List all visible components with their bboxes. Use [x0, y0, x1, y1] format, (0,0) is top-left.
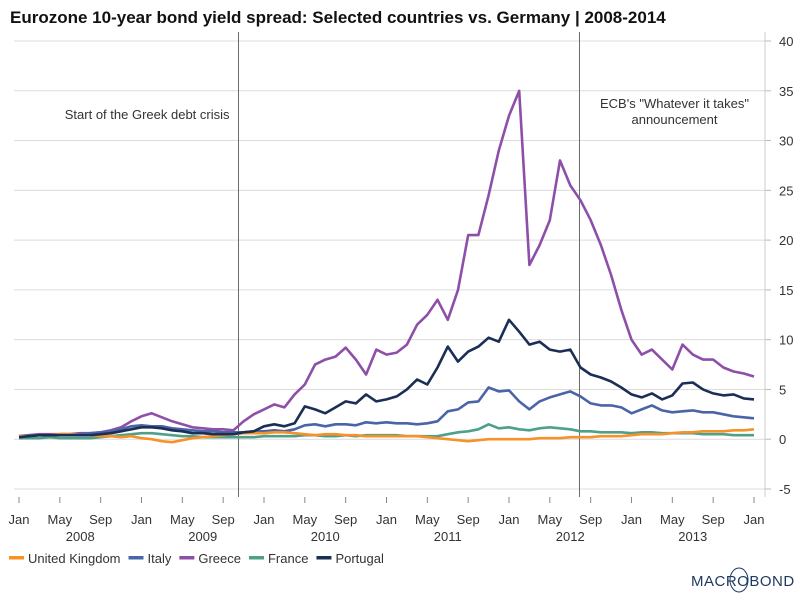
x-tick-label: Sep: [334, 512, 357, 527]
legend-label: Italy: [148, 551, 172, 566]
x-axis: Jan May Sep Jan May Sep Jan May Sep Jan May Sep Jan M…: [9, 497, 765, 544]
x-tick-label: May: [538, 512, 563, 527]
legend-item: Portugal: [316, 551, 384, 566]
y-tick-label: 5: [779, 382, 786, 397]
x-tick-label: Jan: [131, 512, 152, 527]
series-lines: [18, 89, 755, 444]
x-tick-label: Sep: [579, 512, 602, 527]
chart-title: Eurozone 10-year bond yield spread: Sele…: [10, 8, 666, 27]
y-tick-label: 40: [779, 34, 793, 49]
x-tick-label: Jan: [376, 512, 397, 527]
x-tick-label: May: [415, 512, 440, 527]
legend-swatch: [248, 556, 264, 560]
y-tick-label: 30: [779, 134, 793, 149]
x-year-label: 2012: [556, 529, 585, 544]
x-tick-label: Sep: [702, 512, 725, 527]
legend-swatch: [179, 556, 195, 560]
legend-label: United Kingdom: [28, 551, 121, 566]
event-annotation-text: Start of the Greek debt crisis: [65, 107, 230, 122]
x-tick-label: Sep: [212, 512, 235, 527]
y-tick-label: 25: [779, 183, 793, 198]
x-tick-label: May: [170, 512, 195, 527]
x-tick-label: Jan: [254, 512, 275, 527]
y-tick-label: -5: [779, 482, 791, 497]
y-tick-label: 10: [779, 333, 793, 348]
x-tick-label: Jan: [499, 512, 520, 527]
macrobond-logo: MACROBOND: [691, 567, 795, 593]
legend-swatch: [316, 556, 332, 560]
x-tick-label: Sep: [89, 512, 112, 527]
x-tick-label: May: [293, 512, 318, 527]
legend-item: Italy: [128, 551, 172, 566]
y-tick-label: 15: [779, 283, 793, 298]
x-tick-label: Jan: [744, 512, 765, 527]
x-tick-label: May: [660, 512, 685, 527]
legend: United Kingdom Italy Greece France Portugal: [9, 551, 384, 566]
y-tick-label: 0: [779, 432, 786, 447]
x-tick-label: May: [48, 512, 73, 527]
legend-label: France: [268, 551, 308, 566]
legend-item: United Kingdom: [9, 551, 121, 566]
series-line-italy: [18, 386, 755, 438]
legend-swatch: [9, 556, 24, 560]
series-line-portugal: [18, 318, 755, 439]
legend-label: Greece: [198, 551, 241, 566]
legend-label: Portugal: [335, 551, 384, 566]
logo-ring-icon: [729, 567, 749, 593]
x-year-label: 2009: [188, 529, 217, 544]
x-tick-label: Jan: [621, 512, 642, 527]
x-year-label: 2011: [434, 529, 462, 544]
y-tick-label: 35: [779, 84, 793, 99]
series-line-greece: [18, 89, 755, 438]
x-year-label: 2010: [311, 529, 340, 544]
legend-item: France: [248, 551, 308, 566]
event-annotation-text: ECB's "Whatever it takes": [600, 96, 749, 111]
y-axis: 40 35 30 25 20 15 10 5 0 -5: [764, 32, 793, 497]
legend-item: Greece: [179, 551, 241, 566]
event-annotations: Start of the Greek debt crisis ECB's "Wha…: [65, 32, 749, 497]
x-tick-label: Sep: [457, 512, 480, 527]
y-tick-label: 20: [779, 233, 793, 248]
gridlines: [14, 40, 765, 490]
x-year-label: 2013: [678, 529, 707, 544]
x-tick-label: Jan: [9, 512, 30, 527]
legend-swatch: [128, 556, 144, 560]
logo-text: MACROBOND: [691, 573, 795, 590]
series-line-united-kingdom: [19, 428, 755, 444]
event-annotation-text: announcement: [631, 112, 717, 127]
x-year-label: 2008: [66, 529, 95, 544]
